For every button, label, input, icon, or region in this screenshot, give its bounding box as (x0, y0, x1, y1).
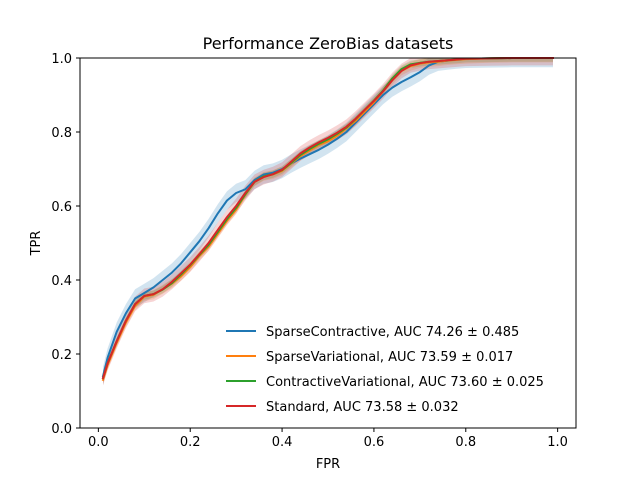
x-tick-label: 0.0 (88, 435, 109, 450)
series-lines (101, 57, 554, 382)
legend-label-1: SparseVariational, AUC 73.59 ± 0.017 (266, 350, 513, 365)
y-axis-label: TPR (29, 231, 44, 257)
y-tick-label: 0.0 (51, 422, 72, 437)
legend-label-0: SparseContractive, AUC 74.26 ± 0.485 (266, 325, 519, 340)
x-axis-label: FPR (316, 457, 340, 472)
y-axis: 0.0 0.2 0.4 0.6 0.8 1.0 (51, 52, 80, 437)
legend-label-2: ContractiveVariational, AUC 73.60 ± 0.02… (266, 375, 544, 390)
legend-label-3: Standard, AUC 73.58 ± 0.032 (266, 400, 459, 415)
x-tick-label: 0.2 (180, 435, 201, 450)
plot-frame (79, 57, 577, 429)
legend: SparseContractive, AUC 74.26 ± 0.485 Spar… (226, 325, 544, 415)
chart-title: Performance ZeroBias datasets (203, 34, 454, 53)
y-tick-label: 1.0 (51, 52, 72, 67)
x-axis: 0.0 0.2 0.4 0.6 0.8 1.0 (88, 428, 568, 450)
y-tick-label: 0.2 (51, 348, 72, 363)
x-tick-label: 0.8 (455, 435, 476, 450)
x-tick-label: 0.4 (272, 435, 293, 450)
y-tick-label: 0.8 (51, 126, 72, 141)
x-tick-label: 0.6 (364, 435, 385, 450)
y-tick-label: 0.4 (51, 274, 72, 289)
y-tick-label: 0.6 (51, 200, 72, 215)
series-line-3 (101, 57, 554, 380)
x-tick-label: 1.0 (547, 435, 568, 450)
